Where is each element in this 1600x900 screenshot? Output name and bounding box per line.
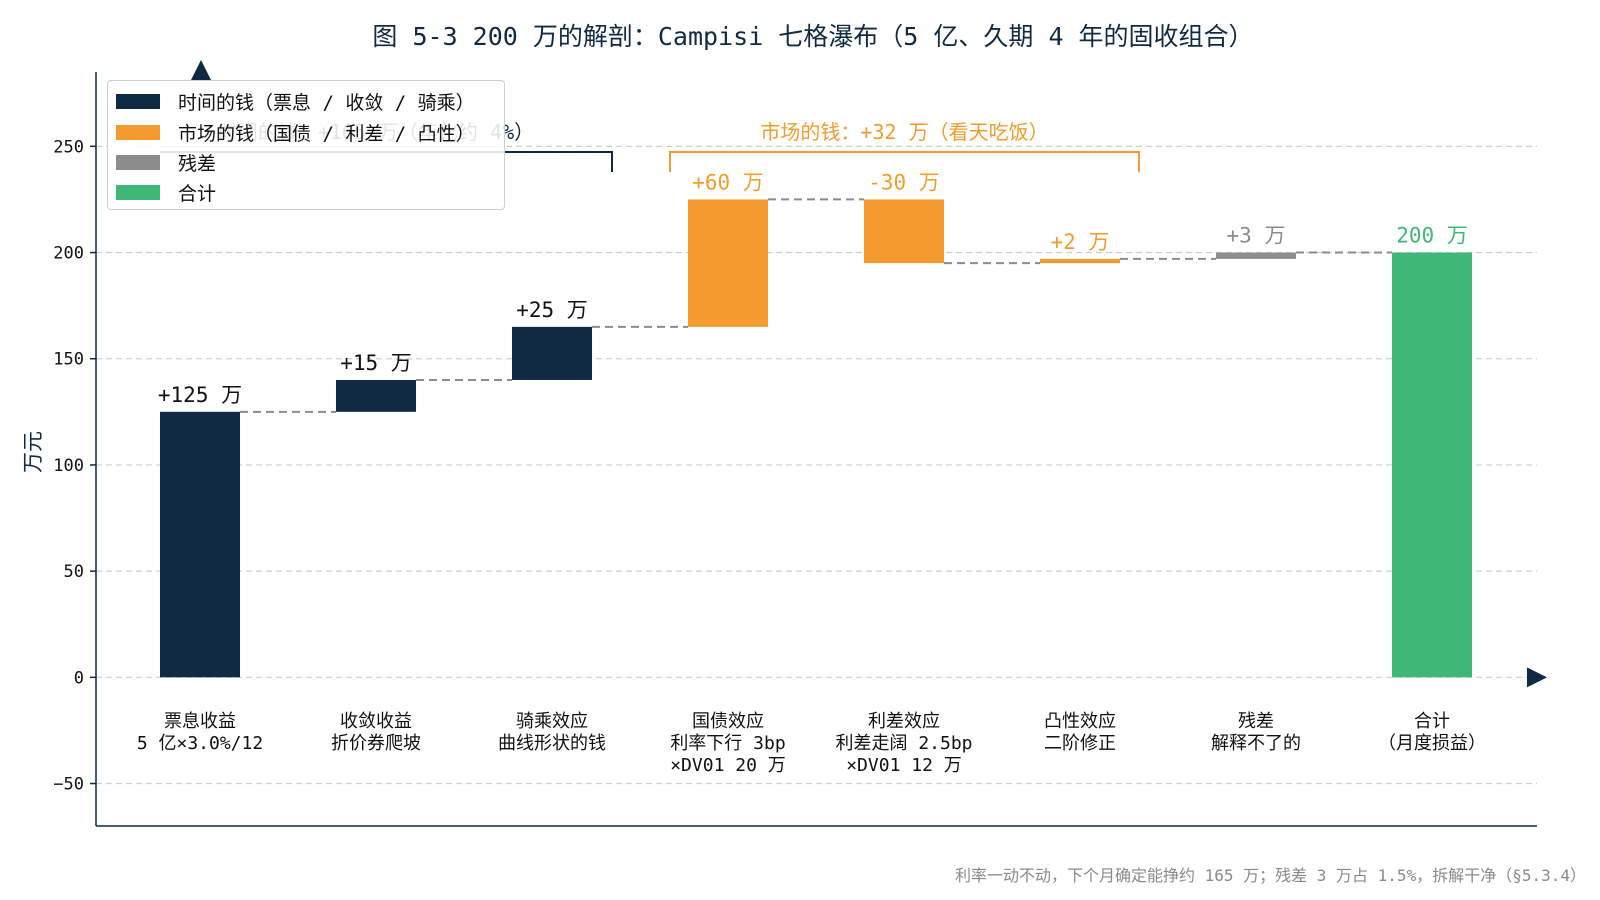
- market-group-annotation: 市场的钱：+32 万（看天吃饭）: [760, 120, 1048, 144]
- bar-3: [688, 199, 768, 327]
- chart-title: 图 5-3 200 万的解剖：Campisi 七格瀑布（5 亿、久期 4 年的固…: [372, 22, 1253, 51]
- footnote: 利率一动不动，下个月确定能挣约 165 万；残差 3 万占 1.5%，拆解干净（…: [954, 866, 1586, 885]
- legend-label-market: 市场的钱（国债 / 利差 / 凸性）: [178, 122, 475, 145]
- legend-item-market: 市场的钱（国债 / 利差 / 凸性）: [116, 119, 475, 145]
- x-tick-label-6: 解释不了的: [1211, 733, 1301, 754]
- y-tick-label: 200: [53, 244, 84, 264]
- x-tick-label-5: 凸性效应: [1044, 711, 1116, 732]
- y-tick-label: 150: [53, 350, 84, 370]
- bar-5: [1040, 258, 1120, 264]
- data-label-7: 200 万: [1396, 224, 1468, 248]
- legend-label-time: 时间的钱（票息 / 收敛 / 骑乘）: [178, 91, 475, 114]
- data-label-5: +2 万: [1051, 230, 1110, 254]
- x-tick-label-0: 票息收益: [164, 711, 236, 732]
- bars: [160, 199, 1472, 678]
- bar-6: [1216, 252, 1296, 259]
- legend-item-residual: 残差: [116, 149, 216, 175]
- x-tick-label-4: 利差走阔 2.5bp: [835, 733, 972, 754]
- y-tick-label: 50: [64, 562, 84, 582]
- data-label-0: +125 万: [158, 383, 242, 407]
- grid-lines: [96, 145, 1537, 785]
- legend-swatch-total: [116, 184, 160, 200]
- bar-0: [160, 411, 240, 678]
- y-axis-arrow-icon: [191, 60, 211, 80]
- x-tick-label-2: 曲线形状的钱: [498, 733, 606, 754]
- bar-7: [1392, 252, 1472, 678]
- y-axis-label: 万元: [21, 431, 45, 473]
- x-axis-arrow-icon: [1527, 667, 1547, 688]
- legend-swatch-residual: [116, 154, 160, 170]
- market-group-bracket: [669, 151, 1140, 172]
- bar-2: [512, 326, 592, 380]
- y-tick-label: 100: [53, 456, 84, 476]
- x-tick-label-0: 5 亿×3.0%/12: [137, 733, 263, 754]
- legend-label-total: 合计: [178, 182, 217, 205]
- data-label-1: +15 万: [340, 351, 412, 375]
- x-tick-label-3: 利率下行 3bp: [670, 733, 785, 754]
- data-labels: +125 万 +15 万 +25 万 +60 万 -30 万 +2 万 +3 万 200 万: [158, 170, 1468, 406]
- y-tick-label: −50: [53, 775, 84, 795]
- x-tick-label-5: 二阶修正: [1044, 733, 1116, 754]
- connector-lines: [240, 198, 1392, 413]
- bar-1: [336, 379, 416, 412]
- legend-swatch-time: [116, 93, 160, 109]
- legend-item-total: 合计: [116, 179, 216, 205]
- x-tick-label-1: 折价券爬坡: [331, 733, 421, 754]
- data-label-3: +60 万: [692, 170, 764, 194]
- data-label-6: +3 万: [1227, 224, 1286, 248]
- data-label-4: -30 万: [868, 170, 940, 194]
- legend-label-residual: 残差: [178, 152, 217, 175]
- x-tick-label-7: 合计: [1414, 711, 1450, 732]
- x-tick-label-2: 骑乘效应: [516, 711, 588, 732]
- data-label-2: +25 万: [516, 298, 588, 322]
- x-tick-label-3: 国债效应: [692, 711, 764, 732]
- x-tick-label-3: ×DV01 20 万: [670, 755, 786, 776]
- legend-item-time: 时间的钱（票息 / 收敛 / 骑乘）: [116, 88, 475, 114]
- y-tick-label: 250: [53, 137, 84, 157]
- y-tick-label: 0: [74, 668, 84, 688]
- chart-legend: 时间的钱（票息 / 收敛 / 骑乘） 市场的钱（国债 / 利差 / 凸性） 残差…: [107, 80, 505, 210]
- x-tick-label-4: ×DV01 12 万: [846, 755, 962, 776]
- x-tick-label-7: （月度损益）: [1378, 733, 1486, 754]
- x-tick-label-1: 收敛收益: [340, 711, 412, 732]
- legend-swatch-market: [116, 124, 160, 140]
- x-tick-label-4: 利差效应: [868, 711, 940, 732]
- bar-4: [864, 199, 944, 264]
- x-tick-label-6: 残差: [1238, 711, 1274, 732]
